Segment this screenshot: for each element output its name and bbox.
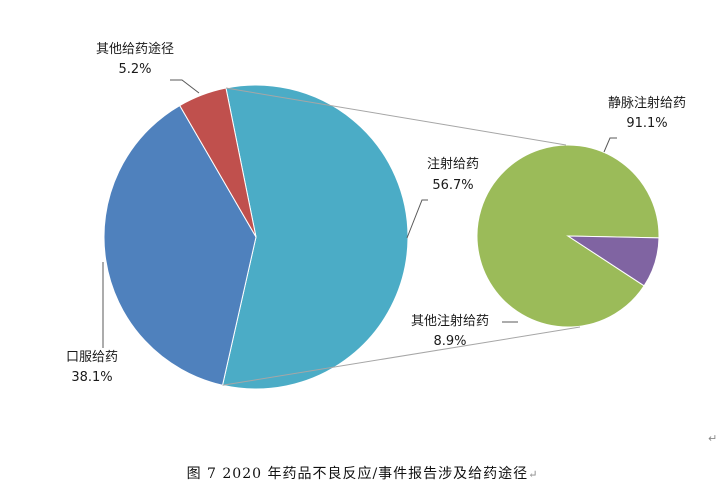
label-other-route-name: 其他给药途径: [96, 41, 174, 57]
leader-line-injection: [406, 199, 428, 239]
leader-line-iv: [603, 137, 617, 153]
label-oral-name: 口服给药: [66, 350, 118, 365]
figure-caption: 图 7 2020 年药品不良反应/事件报告涉及给药途径↵: [0, 463, 725, 483]
connector-line-bottom: [222, 326, 581, 386]
label-oral-value: 38.1%: [71, 370, 112, 385]
main-slice-0: [221, 84, 409, 390]
caption-return-mark: ↵: [528, 468, 539, 481]
label-other-injection-name: 其他注射给药: [411, 313, 489, 329]
bar-of-pie-chart: 其他给药途径 5.2% 口服给药 38.1% 注射给药 56.7% 静脉注射给药 91.1% 其…: [66, 41, 686, 390]
secondary-slice-1: [566, 235, 660, 287]
caption-text: 图 7 2020 年药品不良反应/事件报告涉及给药途径: [186, 466, 529, 482]
main-slice-2: [179, 87, 257, 238]
label-iv-name: 静脉注射给药: [608, 95, 686, 111]
leader-line-other-route: [170, 79, 200, 94]
label-other-injection-value: 8.9%: [433, 334, 466, 349]
label-injection-name: 注射给药: [427, 156, 479, 172]
label-other-route-value: 5.2%: [118, 62, 151, 77]
connector-line-top: [225, 87, 567, 146]
label-iv-value: 91.1%: [626, 116, 667, 131]
main-slice-1: [103, 104, 257, 386]
paragraph-mark: ↵: [708, 432, 718, 445]
label-injection-value: 56.7%: [432, 178, 473, 193]
